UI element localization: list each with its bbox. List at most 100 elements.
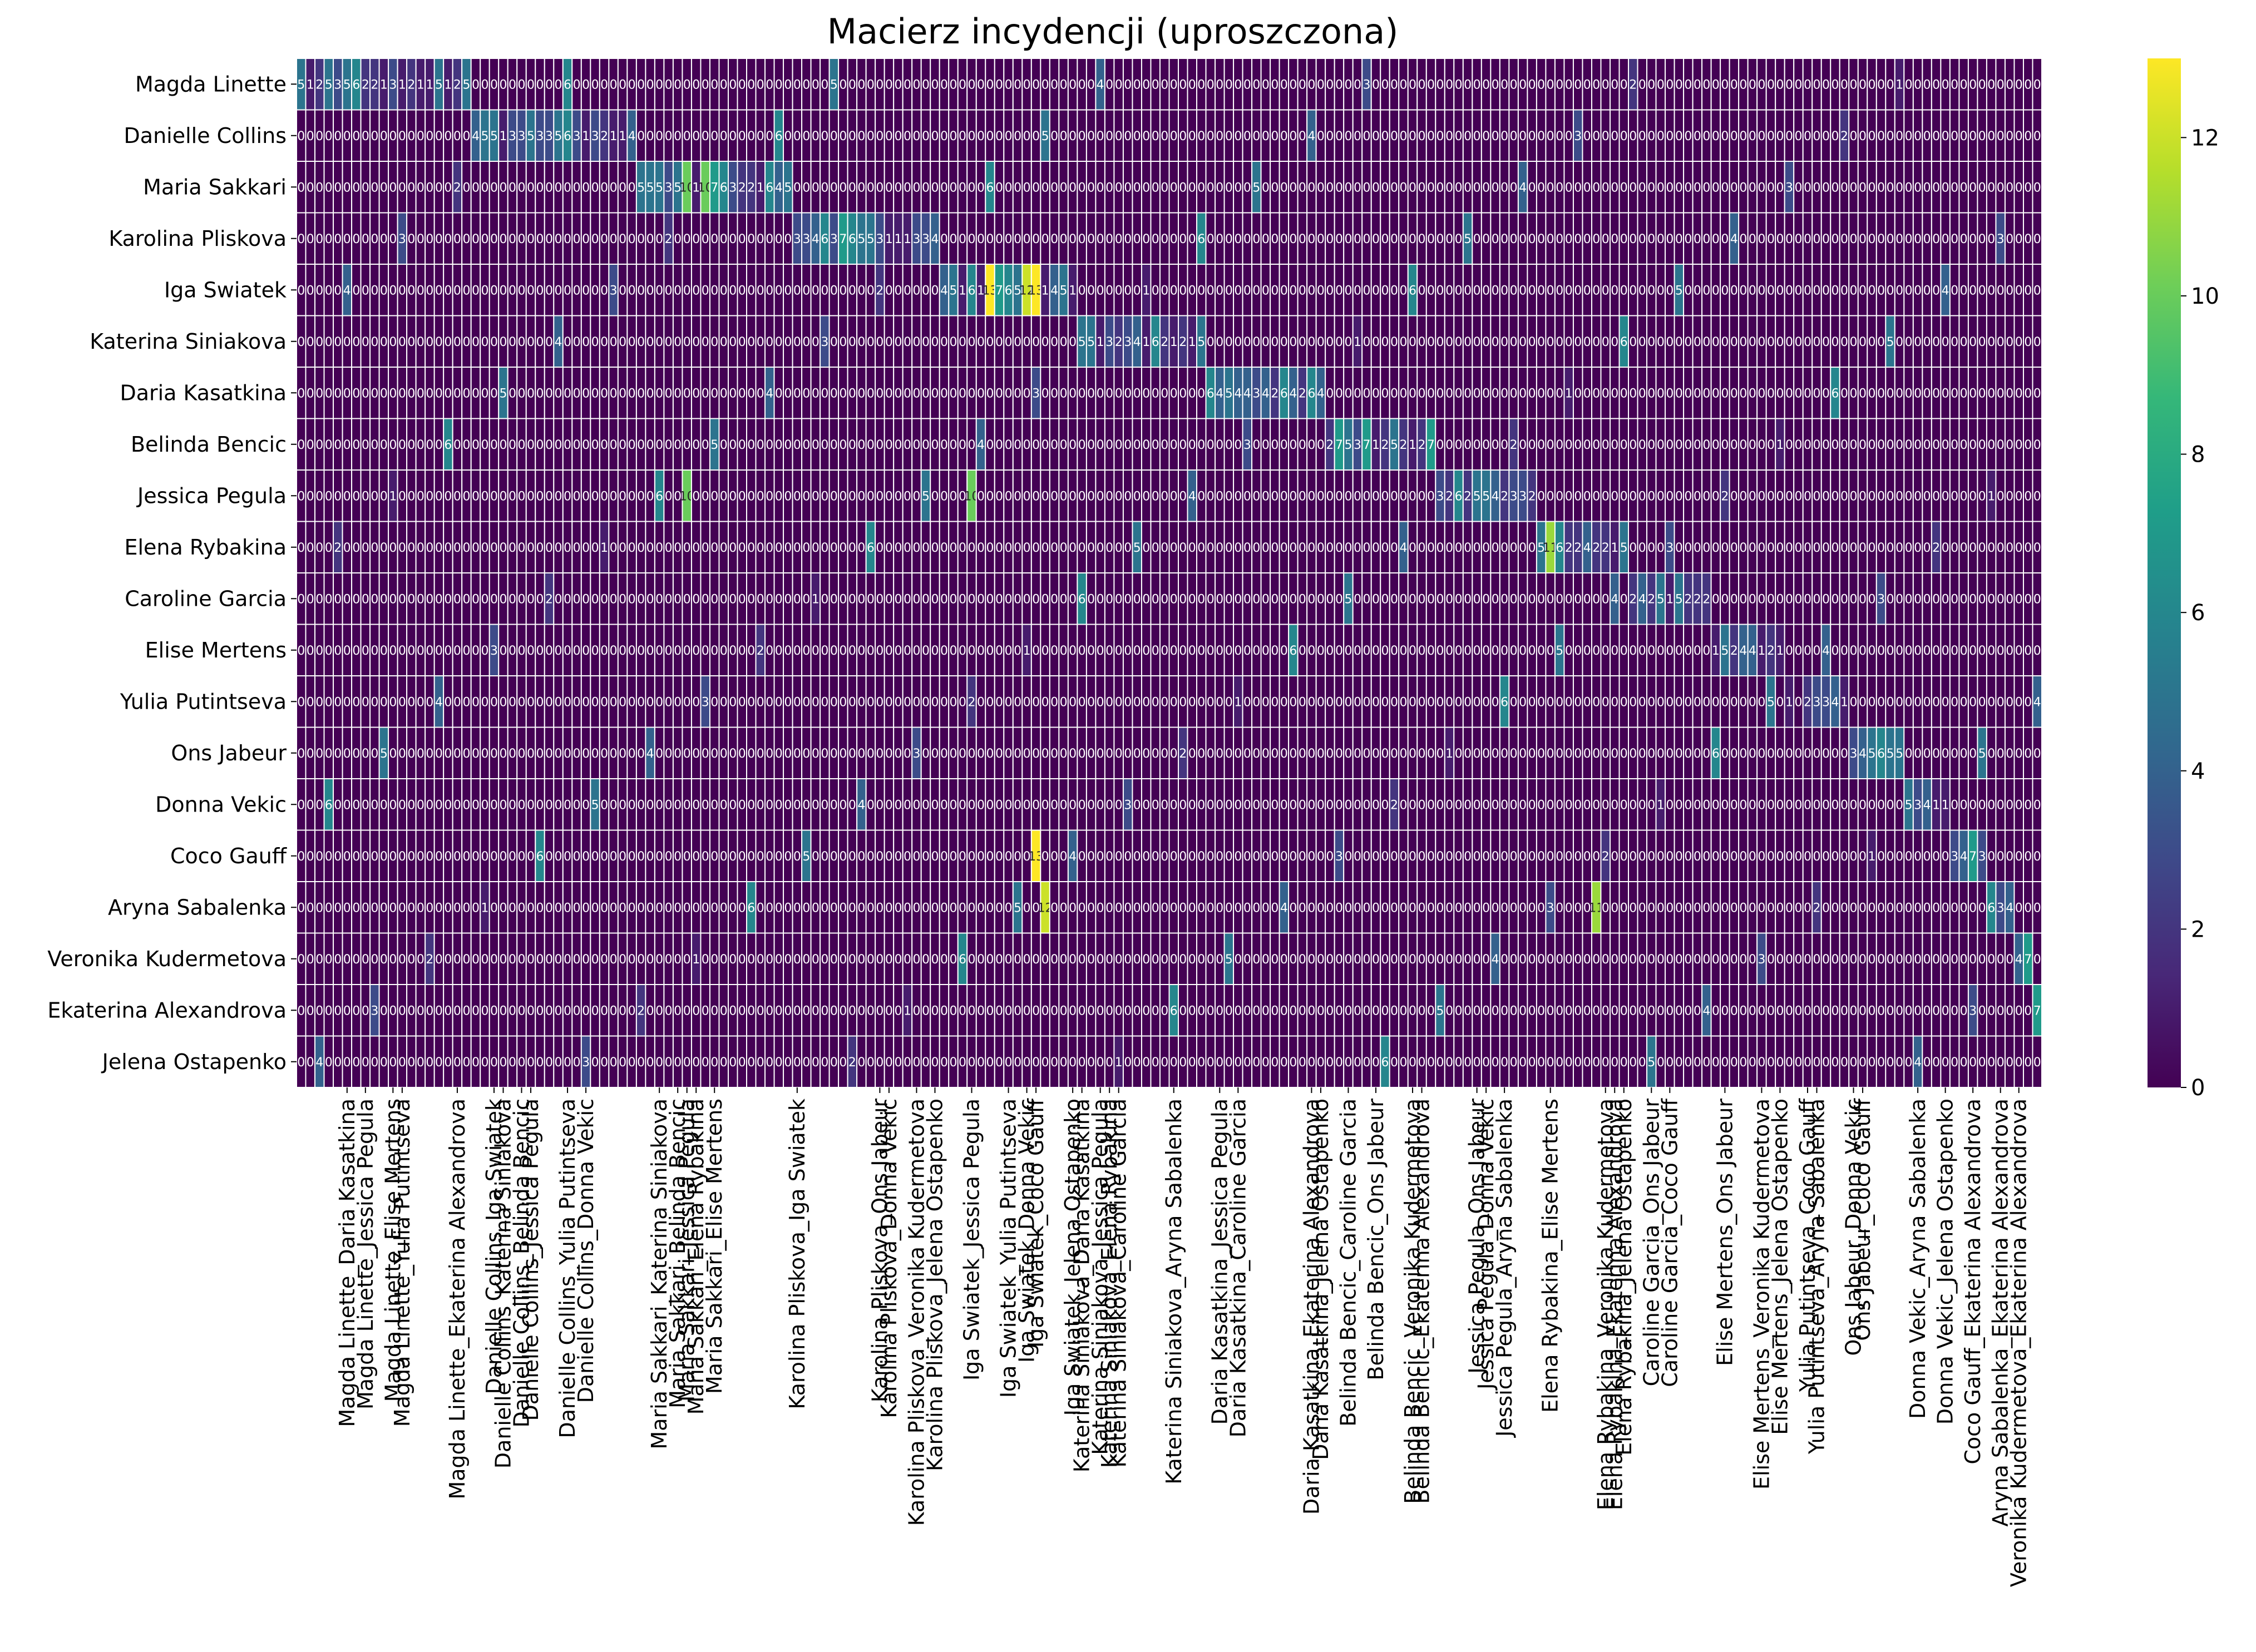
cell-annotation: 2	[757, 644, 764, 658]
cell-annotation: 0	[1492, 438, 1499, 452]
cell-annotation: 0	[610, 78, 618, 92]
cell-annotation: 0	[1987, 695, 1995, 709]
cell-annotation: 0	[1602, 489, 1610, 503]
cell-annotation: 0	[1354, 592, 1361, 606]
cell-annotation: 0	[1188, 695, 1196, 709]
cell-annotation: 0	[1115, 78, 1123, 92]
cell-annotation: 0	[1161, 233, 1168, 246]
cell-annotation: 2	[1445, 489, 1453, 503]
cell-annotation: 0	[1317, 233, 1325, 246]
cell-annotation: 0	[509, 438, 516, 452]
cell-annotation: 0	[1023, 695, 1031, 709]
cell-annotation: 0	[1381, 489, 1389, 503]
cell-annotation: 4	[1638, 592, 1646, 606]
cell-annotation: 0	[1207, 695, 1215, 709]
cell-annotation: 0	[1409, 78, 1416, 92]
cell-annotation: 0	[1712, 233, 1720, 246]
cell-annotation: 0	[1565, 335, 1573, 349]
cell-annotation: 3	[1877, 592, 1885, 606]
cell-annotation: 0	[343, 644, 351, 658]
cell-annotation: 0	[1850, 130, 1858, 144]
cell-annotation: 3	[389, 78, 397, 92]
cell-annotation: 0	[1299, 335, 1306, 349]
cell-annotation: 0	[1179, 592, 1187, 606]
cell-annotation: 0	[904, 78, 911, 92]
cell-annotation: 0	[1905, 130, 1913, 144]
cell-annotation: 3	[334, 78, 342, 92]
cell-annotation: 4	[775, 181, 783, 195]
cell-annotation: 0	[1905, 592, 1913, 606]
cell-annotation: 0	[1409, 130, 1416, 144]
cell-annotation: 0	[1280, 130, 1288, 144]
cell-annotation: 0	[1942, 335, 1949, 349]
cell-annotation: 0	[1758, 181, 1765, 195]
cell-annotation: 0	[555, 181, 562, 195]
cell-annotation: 0	[646, 233, 654, 246]
cell-annotation: 0	[995, 489, 1003, 503]
cell-annotation: 0	[1335, 644, 1343, 658]
cell-annotation: 0	[848, 284, 856, 298]
cell-annotation: 0	[720, 130, 728, 144]
cell-annotation: 0	[793, 592, 801, 606]
cell-annotation: 0	[1023, 130, 1031, 144]
cell-annotation: 0	[1942, 541, 1949, 555]
cell-annotation: 0	[1050, 387, 1058, 400]
cell-annotation: 0	[610, 233, 618, 246]
cell-annotation: 0	[1804, 130, 1811, 144]
cell-annotation: 0	[912, 541, 920, 555]
cell-annotation: 6	[1280, 387, 1288, 400]
cell-annotation: 0	[582, 284, 590, 298]
cell-annotation: 0	[509, 78, 516, 92]
cell-annotation: 0	[1299, 489, 1306, 503]
cell-annotation: 0	[922, 130, 930, 144]
cell-annotation: 0	[655, 284, 663, 298]
cell-annotation: 0	[729, 644, 737, 658]
cell-annotation: 0	[1152, 130, 1159, 144]
cell-annotation: 0	[600, 695, 608, 709]
cell-annotation: 0	[1877, 695, 1885, 709]
cell-annotation: 0	[307, 233, 314, 246]
cell-annotation: 0	[1895, 233, 1903, 246]
cell-annotation: 0	[1969, 438, 1977, 452]
cell-annotation: 0	[1694, 130, 1701, 144]
cell-annotation: 0	[1657, 387, 1665, 400]
cell-annotation: 0	[1850, 592, 1858, 606]
cell-annotation: 0	[1216, 592, 1223, 606]
cell-annotation: 0	[1547, 438, 1554, 452]
cell-annotation: 0	[683, 233, 691, 246]
cell-annotation: 0	[931, 541, 939, 555]
cell-annotation: 0	[683, 592, 691, 606]
cell-annotation: 5	[1060, 284, 1068, 298]
cell-annotation: 5	[637, 181, 645, 195]
cell-annotation: 0	[435, 387, 443, 400]
cell-annotation: 0	[1859, 438, 1867, 452]
cell-annotation: 0	[646, 644, 654, 658]
cell-annotation: 0	[1060, 130, 1068, 144]
cell-annotation: 0	[1895, 181, 1903, 195]
cell-annotation: 0	[839, 644, 847, 658]
cell-annotation: 0	[1647, 644, 1655, 658]
cell-annotation: 0	[986, 78, 994, 92]
cell-annotation: 0	[591, 284, 599, 298]
cell-annotation: 0	[1859, 695, 1867, 709]
cell-annotation: 0	[977, 387, 985, 400]
cell-annotation: 2	[334, 541, 342, 555]
cell-annotation: 0	[931, 181, 939, 195]
cell-annotation: 0	[555, 541, 562, 555]
cell-annotation: 4	[1188, 489, 1196, 503]
cell-annotation: 0	[1427, 489, 1435, 503]
cell-annotation: 0	[1675, 78, 1683, 92]
cell-annotation: 0	[1647, 284, 1655, 298]
cell-annotation: 0	[435, 489, 443, 503]
cell-annotation: 0	[499, 541, 507, 555]
cell-annotation: 0	[1840, 335, 1848, 349]
cell-annotation: 0	[619, 592, 626, 606]
cell-annotation: 0	[1657, 644, 1665, 658]
cell-annotation: 0	[398, 438, 406, 452]
cell-annotation: 0	[1005, 541, 1013, 555]
cell-annotation: 0	[1243, 130, 1251, 144]
cell-annotation: 3	[1252, 387, 1260, 400]
cell-annotation: 0	[536, 695, 544, 709]
cell-annotation: 0	[1014, 592, 1021, 606]
cell-annotation: 0	[1455, 284, 1463, 298]
